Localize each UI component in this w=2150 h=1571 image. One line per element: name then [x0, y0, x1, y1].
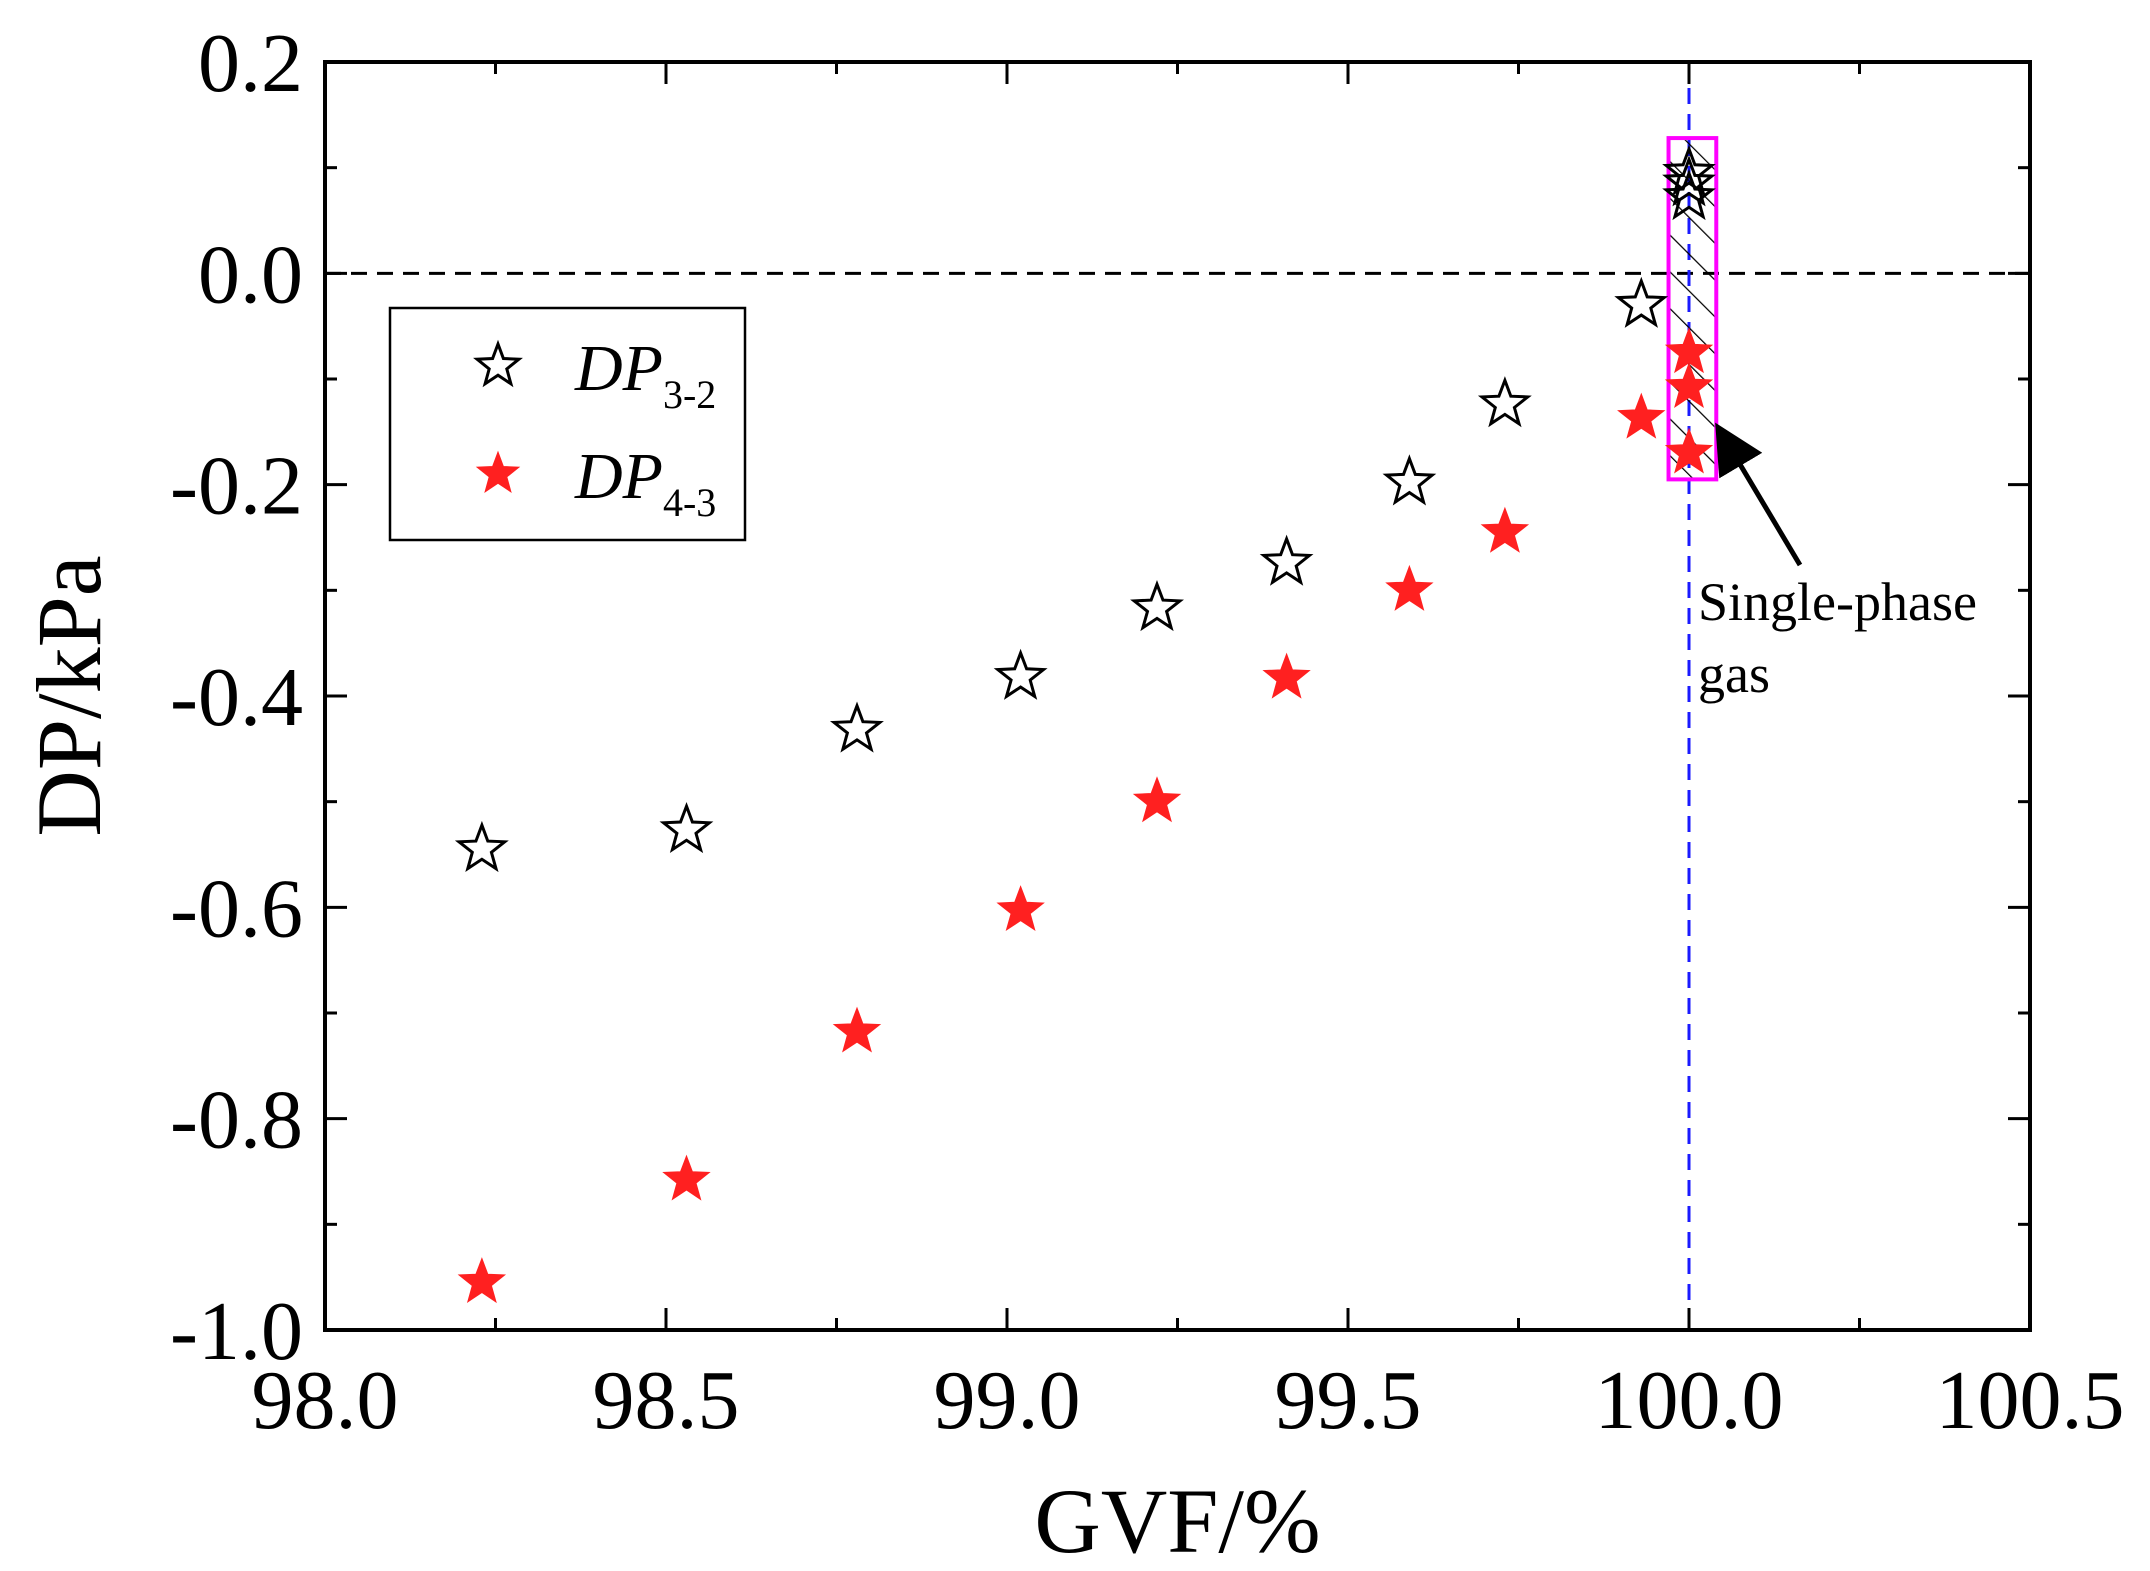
- x-tick-label: 99.0: [934, 1354, 1081, 1447]
- point-4-3: [832, 1006, 882, 1053]
- point-3-2: [1662, 169, 1716, 221]
- y-tick-label: -0.2: [170, 440, 303, 533]
- y-tick-label: -1.0: [170, 1285, 303, 1378]
- series-3-2: [454, 144, 1716, 873]
- axis-ticks: [323, 60, 2032, 1332]
- point-3-2: [1662, 144, 1716, 196]
- legend-marker-3-2: [473, 339, 523, 388]
- reference-lines: [325, 62, 2030, 1330]
- point-3-2: [829, 701, 884, 753]
- legend-marker-4-3: [475, 450, 521, 493]
- point-3-2: [659, 801, 714, 854]
- legend-box: [388, 306, 747, 542]
- point-3-2: [1130, 580, 1184, 632]
- point-3-2: [1382, 454, 1437, 506]
- annotation-line-1: Single-phase: [1698, 572, 1977, 632]
- point-4-3: [1262, 652, 1311, 699]
- point-3-2: [454, 820, 509, 873]
- x-tick-label: 98.5: [593, 1354, 740, 1447]
- y-tick-label: -0.6: [170, 862, 303, 955]
- point-4-3: [1480, 506, 1530, 553]
- plot-frame: [323, 60, 2032, 1332]
- annotation-arrow: [1715, 422, 1803, 567]
- point-3-2: [1259, 534, 1314, 586]
- point-3-2: [1614, 276, 1669, 328]
- annotation-line-2: gas: [1698, 644, 1770, 704]
- point-4-3: [662, 1154, 711, 1201]
- single-phase-annotation: Single-phase gas: [1698, 422, 1977, 704]
- point-3-2: [1662, 155, 1716, 207]
- point-4-3: [1664, 362, 1714, 409]
- y-tick-label: -0.8: [170, 1074, 303, 1167]
- x-tick-label: 98.0: [252, 1354, 399, 1447]
- point-4-3: [457, 1257, 507, 1304]
- point-4-3: [1132, 776, 1182, 823]
- highlight-border: [1666, 136, 1719, 482]
- point-4-3: [1385, 564, 1434, 611]
- tick-labels: 98.0 98.5 99.0 99.5 100.0 100.5 -1.0 -0.8 -0.6 -0…: [170, 17, 2124, 1447]
- data-points: [454, 144, 1716, 1304]
- y-tick-label: 0.2: [198, 17, 303, 110]
- x-tick-label: 100.0: [1595, 1354, 1784, 1447]
- y-tick-label: -0.4: [170, 651, 303, 744]
- x-tick-label: 99.5: [1275, 1354, 1422, 1447]
- point-3-2: [1477, 376, 1532, 428]
- x-tick-label: 100.5: [1936, 1354, 2125, 1447]
- series-4-3: [457, 327, 1714, 1304]
- point-3-2: [993, 648, 1048, 700]
- x-axis-title: GVF/%: [1034, 1470, 1320, 1571]
- y-axis-title: DP/kPa: [18, 555, 120, 836]
- y-tick-label: 0.0: [198, 228, 303, 321]
- point-4-3: [1617, 392, 1666, 439]
- point-4-3: [1664, 427, 1714, 474]
- point-4-3: [996, 885, 1045, 932]
